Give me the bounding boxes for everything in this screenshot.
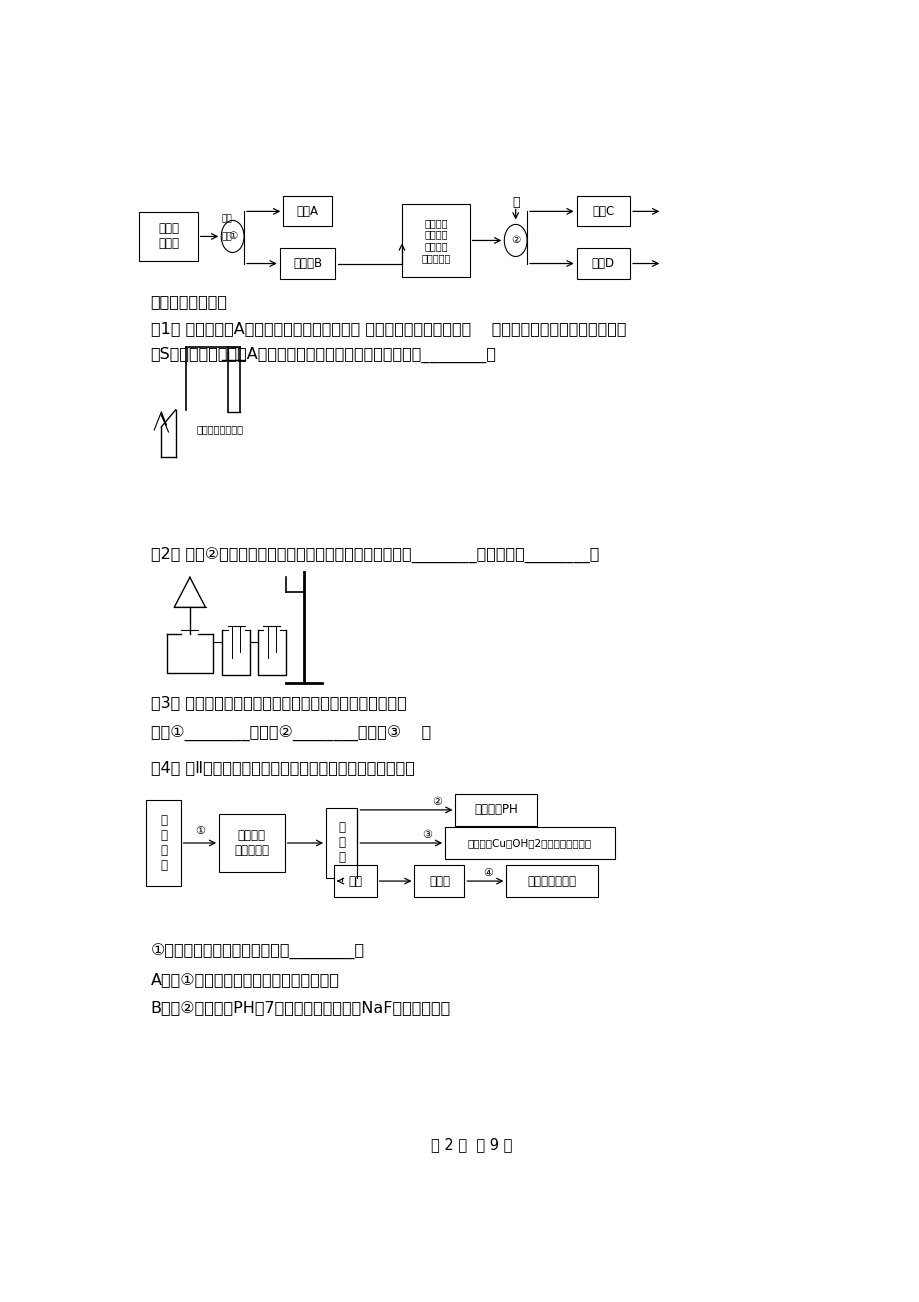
Text: （1） 为验证气体A，按右图所示装置进行实验 若能观察到酸性高锰酸钾    溶液褪色，即可证明火柴头上含: （1） 为验证气体A，按右图所示装置进行实验 若能观察到酸性高锰酸钾 溶液褪色，…	[151, 320, 626, 336]
FancyBboxPatch shape	[219, 814, 284, 872]
FancyBboxPatch shape	[402, 204, 470, 276]
Text: 有S元素，请写出气体A使酸性高锰酸钾溶液褪色的离子方程式________。: 有S元素，请写出气体A使酸性高锰酸钾溶液褪色的离子方程式________。	[151, 346, 496, 363]
Text: ②: ②	[511, 236, 520, 246]
FancyBboxPatch shape	[445, 827, 614, 859]
Text: 请回答以下问题：: 请回答以下问题：	[151, 294, 227, 310]
Text: 气体A: 气体A	[296, 204, 318, 217]
Text: ③: ③	[422, 829, 432, 840]
Text: A．在①中，可用倾析法分离溶液和沉淀；: A．在①中，可用倾析法分离溶液和沉淀；	[151, 973, 339, 987]
Text: 牙
膏
样
品: 牙 膏 样 品	[160, 814, 167, 872]
FancyBboxPatch shape	[414, 865, 464, 897]
Text: 酸性高锰酸钾溶液: 酸性高锰酸钾溶液	[197, 424, 244, 434]
Text: ①: ①	[228, 232, 237, 241]
Text: 残留物B: 残留物B	[292, 256, 322, 270]
Text: 检验放出的气体: 检验放出的气体	[527, 875, 576, 888]
Circle shape	[221, 220, 244, 253]
FancyBboxPatch shape	[455, 794, 537, 825]
Text: ④: ④	[483, 868, 494, 878]
FancyBboxPatch shape	[283, 197, 332, 227]
Text: B．在②中，测得PH＞7，可能是牙膏成分中NaF水解引起的；: B．在②中，测得PH＞7，可能是牙膏成分中NaF水解引起的；	[151, 1000, 450, 1016]
FancyBboxPatch shape	[325, 807, 357, 878]
Text: 滤
清
液: 滤 清 液	[338, 822, 345, 865]
Text: ①关于上述实验说法错误的是：________；: ①关于上述实验说法错误的是：________；	[151, 944, 364, 961]
Text: 滤液C: 滤液C	[592, 204, 614, 217]
Text: 从燃烧的
火柴头上
取下残留
物、研碎。: 从燃烧的 火柴头上 取下残留 物、研碎。	[421, 217, 450, 263]
Text: （4） （Ⅱ）以下是牙膏中某些主要成分的检验的实验流程图: （4） （Ⅱ）以下是牙膏中某些主要成分的检验的实验流程图	[151, 760, 414, 775]
Text: 加蒸馏水
搅拌、静置: 加蒸馏水 搅拌、静置	[234, 829, 269, 857]
Text: （2） 步骤②的实验操作装置如右图所示，该操作的名称是________，其优点是________；: （2） 步骤②的实验操作装置如右图所示，该操作的名称是________，其优点是…	[151, 547, 598, 564]
FancyBboxPatch shape	[576, 249, 630, 279]
Text: 沉淀: 沉淀	[348, 875, 362, 888]
Text: 错误①________。错误②________。错误③    。: 错误①________。错误②________。错误③ 。	[151, 725, 430, 742]
Text: 水: 水	[511, 195, 519, 208]
FancyBboxPatch shape	[334, 865, 376, 897]
Text: 滤液D: 滤液D	[591, 256, 614, 270]
Text: 燃烧: 燃烧	[221, 233, 233, 241]
FancyBboxPatch shape	[139, 212, 198, 260]
Text: （3） 指出图中的错误（有几个错误写几个，不一定填满）: （3） 指出图中的错误（有几个错误写几个，不一定填满）	[151, 695, 406, 711]
FancyBboxPatch shape	[146, 801, 180, 885]
Text: 测溶液的PH: 测溶液的PH	[474, 803, 517, 816]
Circle shape	[504, 224, 527, 256]
Text: 用新制的Cu（OH）2检验牙膏中的甘油: 用新制的Cu（OH）2检验牙膏中的甘油	[468, 838, 592, 848]
Text: 充分: 充分	[221, 215, 233, 224]
Text: 取若干
根火柴: 取若干 根火柴	[158, 223, 179, 250]
Text: 加盐酸: 加盐酸	[428, 875, 449, 888]
FancyBboxPatch shape	[505, 865, 597, 897]
Text: ②: ②	[432, 797, 442, 807]
Text: 第 2 页  共 9 页: 第 2 页 共 9 页	[430, 1137, 512, 1152]
FancyBboxPatch shape	[576, 197, 630, 227]
FancyBboxPatch shape	[279, 249, 335, 279]
Text: ①: ①	[195, 825, 205, 836]
